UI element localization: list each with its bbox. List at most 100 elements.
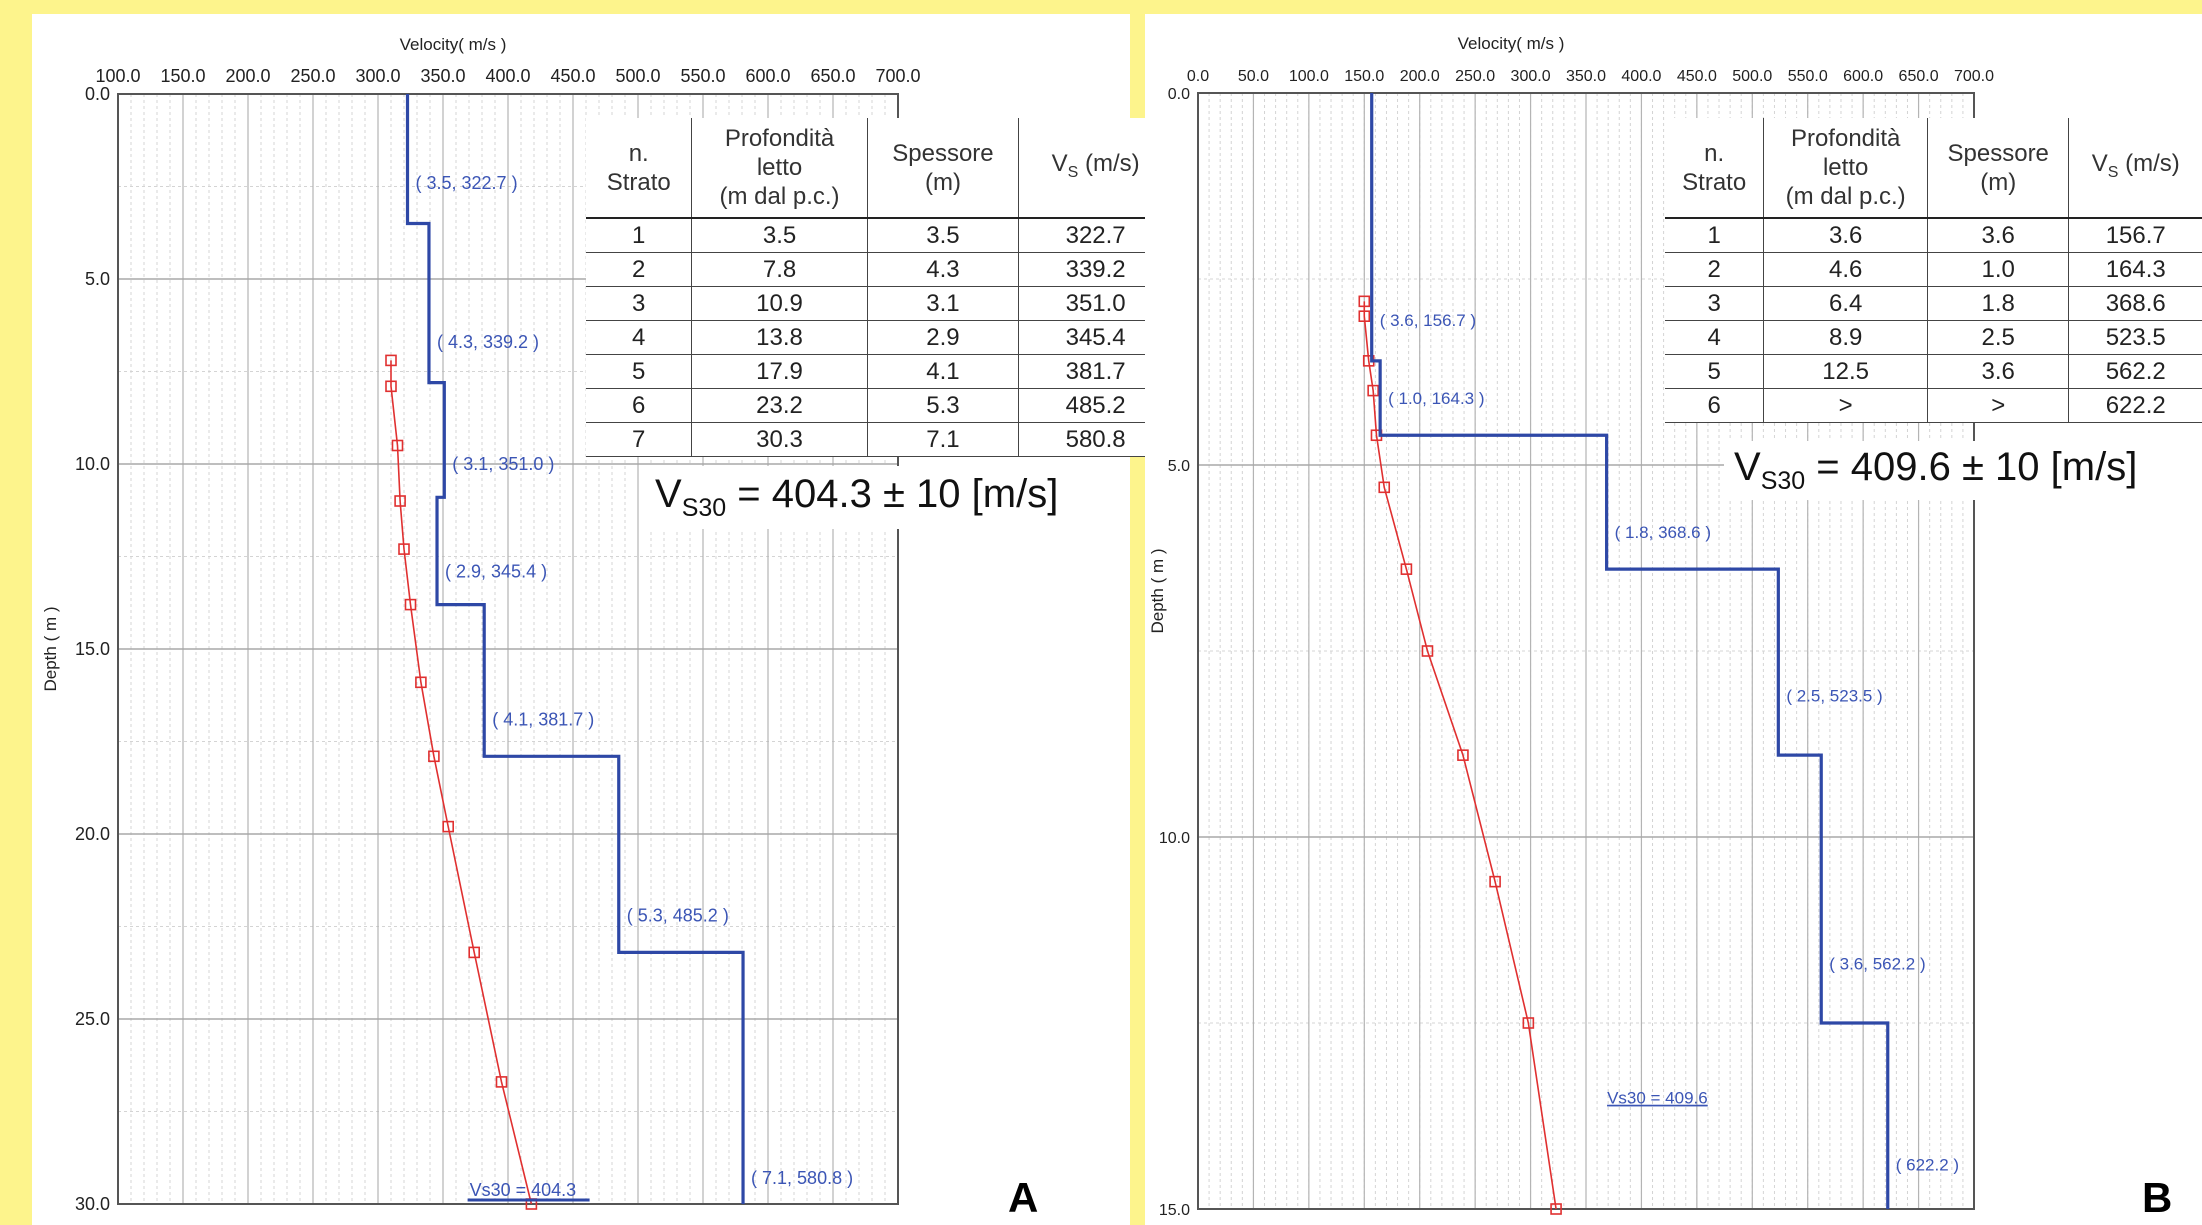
vs30-symbol: V <box>655 472 682 516</box>
x-tick-label: 550.0 <box>1788 68 1828 85</box>
dispersion-point <box>415 676 427 689</box>
table-row: 1 3.6 3.6 156.7 <box>1665 218 2202 253</box>
cell: 6 <box>1665 388 1764 423</box>
vs30-marker-label: Vs30 = 409.6 <box>1607 1089 1708 1108</box>
cell: 8.9 <box>1763 320 1928 355</box>
cell: 4.6 <box>1763 252 1928 287</box>
header-profondita: Profondità <box>1790 125 1901 152</box>
panel-label-b: B <box>2142 1174 2173 1221</box>
header-dal-pc: (m dal p.c.) <box>719 183 840 210</box>
x-tick-label: 150.0 <box>1344 68 1384 85</box>
dispersion-point <box>1550 1203 1562 1215</box>
col-header-profondita: Profondità letto (m dal p.c.) <box>691 118 868 219</box>
header-profondita: Profondità <box>724 125 835 152</box>
dispersion-curve <box>1363 301 1557 1210</box>
table-row: 7 30.3 7.1 580.8 <box>586 422 1172 457</box>
dispersion-point <box>391 439 404 452</box>
y-axis-title: Depth ( m ) <box>41 606 60 691</box>
dispersion-point <box>1400 563 1413 575</box>
layer-label: ( 1.8, 368.6 ) <box>1615 523 1711 542</box>
layer-label: ( 3.1, 351.0 ) <box>452 454 554 474</box>
table-row: 2 7.8 4.3 339.2 <box>586 252 1172 287</box>
cell: 17.9 <box>691 354 868 389</box>
x-tick-label: 200.0 <box>225 66 270 86</box>
col-header-strato: n. Strato <box>1665 118 1764 219</box>
x-tick-label: 250.0 <box>290 66 335 86</box>
vs30-marker-label: Vs30 = 404.3 <box>470 1180 577 1200</box>
cell: 2 <box>586 252 692 287</box>
y-tick-label: 0.0 <box>85 84 110 104</box>
dispersion-point <box>385 354 397 367</box>
cell: > <box>1926 388 2069 423</box>
header-strato: Strato <box>606 168 671 196</box>
x-tick-label: 650.0 <box>1899 68 1939 85</box>
y-tick-label: 15.0 <box>75 639 110 659</box>
cell: 1.0 <box>1926 252 2069 287</box>
vs30-result-b: VS30 = 409.6 ± 10 [m/s] <box>1724 441 2148 500</box>
cell: 7.1 <box>866 422 1019 457</box>
x-tick-label: 200.0 <box>1400 68 1440 85</box>
cell: 3.5 <box>866 218 1019 253</box>
cell: 5 <box>586 354 692 389</box>
x-tick-label: 350.0 <box>1566 68 1606 85</box>
y-tick-label: 5.0 <box>1168 458 1190 475</box>
dispersion-point <box>428 750 440 763</box>
table-header-row: n. Strato Profondità letto (m dal p.c.) … <box>1665 118 2202 219</box>
dispersion-point <box>385 380 397 393</box>
dispersion-point <box>1367 384 1379 397</box>
col-header-profondita: Profondità letto (m dal p.c.) <box>1763 118 1928 219</box>
dispersion-point <box>495 1076 508 1088</box>
cell: 3.6 <box>1926 354 2069 389</box>
dispersion-point <box>468 946 481 959</box>
y-tick-label: 10.0 <box>75 454 110 474</box>
vs30-result-a: VS30 = 404.3 ± 10 [m/s] <box>643 466 1071 529</box>
header-spessore-unit: (m) <box>1980 168 2017 196</box>
cell: 5 <box>1665 354 1764 389</box>
x-axis-title: Velocity( m/s ) <box>400 35 507 54</box>
header-letto: letto <box>1822 154 1869 181</box>
x-tick-label: 0.0 <box>1187 68 1209 85</box>
layer-label: ( 1.0, 164.3 ) <box>1388 389 1484 408</box>
x-tick-label: 350.0 <box>420 66 465 86</box>
cell: 3 <box>1665 286 1764 321</box>
x-axis-title: Velocity( m/s ) <box>1458 34 1565 53</box>
header-strato: Strato <box>1682 168 1747 196</box>
y-tick-label: 0.0 <box>1168 86 1190 103</box>
x-tick-label: 600.0 <box>1843 68 1883 85</box>
x-tick-label: 700.0 <box>875 66 920 86</box>
cell: 7.8 <box>691 252 868 287</box>
vs30-subscript: S30 <box>1760 467 1806 495</box>
cell: 3.6 <box>1926 218 2069 253</box>
layer-label: ( 4.1, 381.7 ) <box>492 709 594 729</box>
header-letto: letto <box>756 154 803 181</box>
dispersion-point <box>1378 481 1391 494</box>
table-row: 4 8.9 2.5 523.5 <box>1665 320 2202 355</box>
cell: 13.8 <box>691 320 868 355</box>
dispersion-point <box>1457 749 1469 761</box>
cell: 4.1 <box>866 354 1019 389</box>
header-n: n. <box>628 139 649 167</box>
vs30-value: = 404.3 ± 10 [m/s] <box>726 472 1059 516</box>
layer-table-b: n. Strato Profondità letto (m dal p.c.) … <box>1665 118 2202 423</box>
header-spessore: Spessore <box>1947 139 2049 167</box>
table-row: 4 13.8 2.9 345.4 <box>586 320 1172 355</box>
table-row: 5 17.9 4.1 381.7 <box>586 354 1172 389</box>
dispersion-point <box>404 598 417 611</box>
x-tick-label: 250.0 <box>1455 68 1495 85</box>
cell: 30.3 <box>691 422 868 457</box>
y-tick-label: 25.0 <box>75 1009 110 1029</box>
layer-label: ( 7.1, 580.8 ) <box>751 1168 853 1188</box>
y-tick-label: 20.0 <box>75 824 110 844</box>
dispersion-point <box>442 820 455 833</box>
cell: 3.5 <box>691 218 868 253</box>
cell: 562.2 <box>2068 354 2202 389</box>
table-row: 1 3.5 3.5 322.7 <box>586 218 1172 253</box>
col-header-strato: n. Strato <box>586 118 692 219</box>
dispersion-point <box>1421 645 1434 657</box>
table-row: 3 6.4 1.8 368.6 <box>1665 286 2202 321</box>
cell: > <box>1763 388 1928 423</box>
x-tick-label: 400.0 <box>1621 68 1661 85</box>
table-row: 6 23.2 5.3 485.2 <box>586 388 1172 423</box>
table-row: 5 12.5 3.6 562.2 <box>1665 354 2202 389</box>
layer-label: ( 3.5, 322.7 ) <box>416 173 518 193</box>
